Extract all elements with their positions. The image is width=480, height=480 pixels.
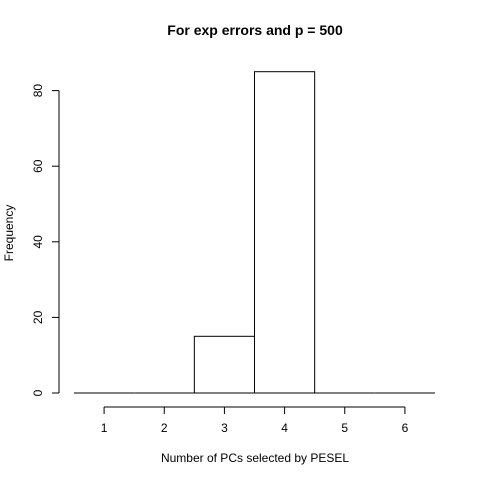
chart-title: For exp errors and p = 500 <box>167 22 343 38</box>
y-tick-label-80: 80 <box>31 84 45 98</box>
y-tick-label-60: 60 <box>31 159 45 173</box>
bar-2 <box>193 335 255 394</box>
x-tick-label-2: 2 <box>161 421 168 435</box>
x-tick-label-5: 5 <box>341 421 348 435</box>
y-tick-label-20: 20 <box>31 310 45 324</box>
y-tick-label-40: 40 <box>31 235 45 249</box>
x-tick-label-3: 3 <box>221 421 228 435</box>
bar-3 <box>254 71 316 394</box>
x-tick-label-6: 6 <box>402 421 409 435</box>
x-axis: 1 2 3 4 5 6 <box>101 406 409 435</box>
x-axis-label: Number of PCs selected by PESEL <box>161 451 349 465</box>
bars-group <box>74 71 435 394</box>
y-tick-label-0: 0 <box>31 389 45 396</box>
y-axis-label: Frequency <box>2 205 16 262</box>
x-tick-label-1: 1 <box>101 421 108 435</box>
y-axis: 0 20 40 60 80 <box>31 84 60 396</box>
x-tick-label-4: 4 <box>281 421 288 435</box>
